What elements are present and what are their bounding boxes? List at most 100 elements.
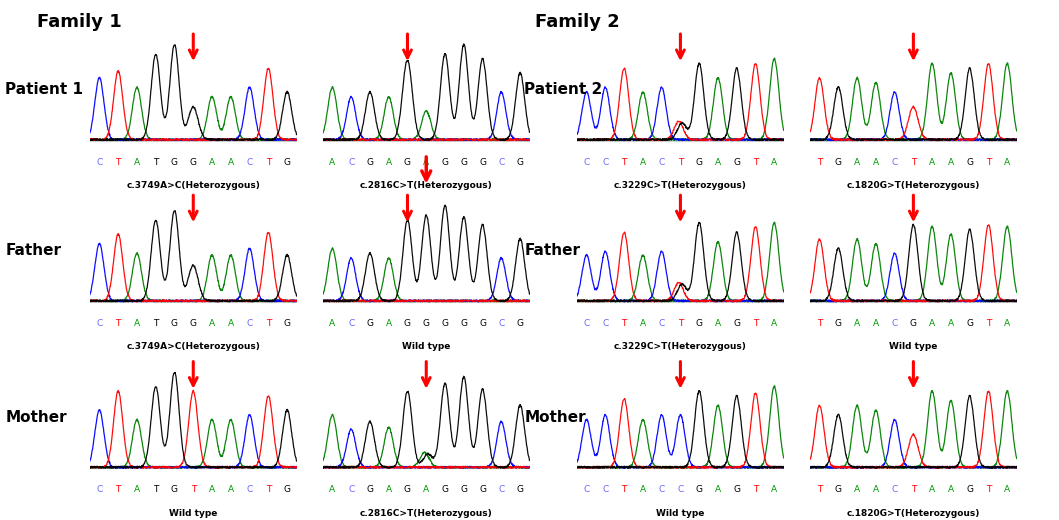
Text: G: G (284, 485, 290, 494)
Text: A: A (873, 319, 879, 328)
Text: A: A (385, 319, 392, 328)
Text: G: G (366, 319, 374, 328)
Text: T: T (753, 319, 758, 328)
Text: G: G (966, 158, 973, 166)
Text: T: T (753, 485, 758, 494)
Text: C: C (247, 158, 253, 166)
Text: G: G (479, 158, 486, 166)
Text: G: G (834, 485, 842, 494)
Text: A: A (424, 158, 429, 166)
Text: C: C (498, 158, 504, 166)
Text: C: C (603, 485, 609, 494)
Text: G: G (461, 158, 467, 166)
Text: c.3229C>T(Heterozygous): c.3229C>T(Heterozygous) (614, 342, 747, 351)
Text: T: T (816, 158, 822, 166)
Text: A: A (715, 158, 721, 166)
Text: G: G (461, 485, 467, 494)
Text: Wild type: Wild type (402, 342, 450, 351)
Text: A: A (715, 485, 721, 494)
Text: G: G (284, 158, 290, 166)
Text: c.3749A>C(Heterozygous): c.3749A>C(Heterozygous) (126, 342, 261, 351)
Text: A: A (209, 319, 215, 328)
Text: A: A (228, 158, 234, 166)
Text: Wild type: Wild type (890, 342, 937, 351)
Text: A: A (209, 485, 215, 494)
Text: T: T (191, 485, 196, 494)
Text: G: G (834, 319, 842, 328)
Text: A: A (133, 485, 140, 494)
Text: G: G (442, 158, 449, 166)
Text: A: A (385, 485, 392, 494)
Text: A: A (209, 158, 215, 166)
Text: C: C (659, 319, 665, 328)
Text: Patient 1: Patient 1 (5, 82, 84, 97)
Text: c.1820G>T(Heterozygous): c.1820G>T(Heterozygous) (847, 181, 980, 190)
Text: C: C (96, 158, 103, 166)
Text: T: T (678, 158, 683, 166)
Text: T: T (816, 319, 822, 328)
Text: C: C (96, 485, 103, 494)
Text: c.3749A>C(Heterozygous): c.3749A>C(Heterozygous) (126, 181, 261, 190)
Text: T: T (266, 319, 271, 328)
Text: C: C (96, 319, 103, 328)
Text: G: G (733, 485, 740, 494)
Text: T: T (986, 319, 991, 328)
Text: A: A (771, 158, 777, 166)
Text: A: A (329, 158, 336, 166)
Text: T: T (986, 485, 991, 494)
Text: G: G (479, 319, 486, 328)
Text: C: C (584, 485, 590, 494)
Text: G: G (190, 319, 197, 328)
Text: A: A (228, 485, 234, 494)
Text: c.3229C>T(Heterozygous): c.3229C>T(Heterozygous) (614, 181, 747, 190)
Text: A: A (1004, 485, 1010, 494)
Text: T: T (753, 158, 758, 166)
Text: T: T (622, 158, 627, 166)
Text: G: G (696, 158, 703, 166)
Text: G: G (366, 485, 374, 494)
Text: Father: Father (524, 243, 580, 258)
Text: T: T (154, 158, 159, 166)
Text: T: T (266, 158, 271, 166)
Text: A: A (329, 319, 336, 328)
Text: G: G (966, 319, 973, 328)
Text: T: T (911, 158, 916, 166)
Text: A: A (854, 319, 860, 328)
Text: T: T (622, 485, 627, 494)
Text: c.2816C>T(Heterozygous): c.2816C>T(Heterozygous) (360, 509, 492, 517)
Text: A: A (929, 158, 935, 166)
Text: C: C (348, 319, 355, 328)
Text: C: C (348, 158, 355, 166)
Text: Family 1: Family 1 (37, 13, 122, 31)
Text: A: A (1004, 158, 1010, 166)
Text: T: T (154, 319, 159, 328)
Text: A: A (133, 319, 140, 328)
Text: G: G (442, 319, 449, 328)
Text: Wild type: Wild type (169, 509, 217, 517)
Text: A: A (715, 319, 721, 328)
Text: G: G (517, 158, 523, 166)
Text: A: A (640, 319, 646, 328)
Text: G: G (517, 319, 523, 328)
Text: C: C (247, 485, 253, 494)
Text: A: A (771, 485, 777, 494)
Text: G: G (834, 158, 842, 166)
Text: C: C (892, 158, 898, 166)
Text: G: G (423, 319, 430, 328)
Text: T: T (115, 319, 121, 328)
Text: A: A (329, 485, 336, 494)
Text: A: A (640, 158, 646, 166)
Text: G: G (910, 319, 917, 328)
Text: Mother: Mother (524, 410, 586, 425)
Text: G: G (190, 158, 197, 166)
Text: G: G (733, 158, 740, 166)
Text: G: G (442, 485, 449, 494)
Text: A: A (424, 485, 429, 494)
Text: T: T (115, 158, 121, 166)
Text: G: G (170, 485, 178, 494)
Text: G: G (403, 319, 411, 328)
Text: G: G (696, 485, 703, 494)
Text: C: C (348, 485, 355, 494)
Text: G: G (461, 319, 467, 328)
Text: c.2816C>T(Heterozygous): c.2816C>T(Heterozygous) (360, 181, 492, 190)
